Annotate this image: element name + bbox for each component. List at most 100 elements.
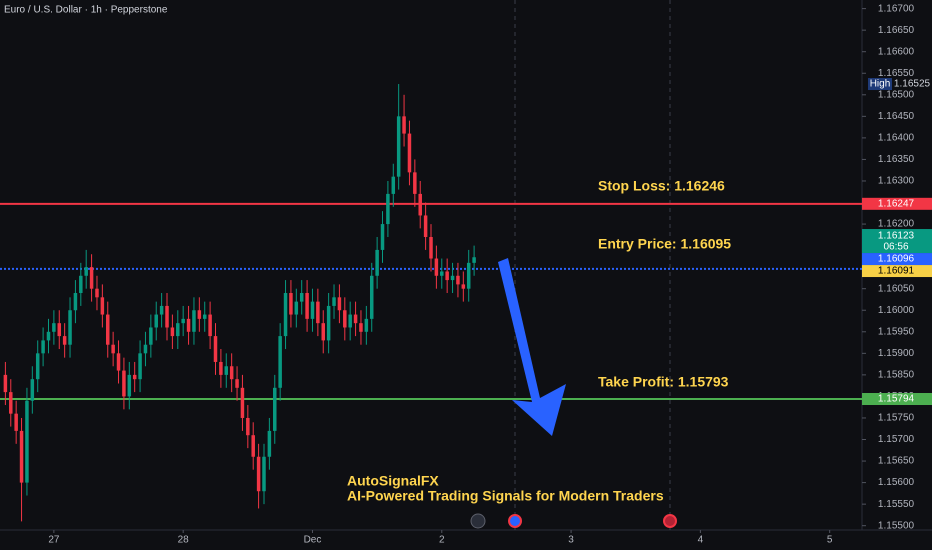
candle-body [423,215,428,237]
candle-body [46,331,51,341]
candle-body [229,366,234,380]
y-tick-label: 1.15750 [878,413,915,424]
y-tick-label: 1.16550 [878,68,915,79]
candle-body [143,344,148,354]
y-tick-label: 1.15950 [878,326,915,337]
candle-body [127,374,132,397]
candle-body [224,366,229,375]
candle-body [391,176,396,194]
level-annotation: Take Profit: 1.15793 [598,374,729,390]
candle-body [192,310,196,332]
icon[interactable] [663,514,677,528]
y-tick-label: 1.16200 [878,219,915,230]
high-tag-label: High [870,79,891,90]
direction-arrow [498,258,566,436]
candle-body [262,456,266,492]
price-tag-label: 1.16123 [878,231,915,242]
watermark: AI-Powered Trading Signals for Modern Tr… [347,488,664,504]
y-tick-label: 1.15550 [878,499,915,510]
x-tick-label: 4 [698,535,704,546]
candle-body [246,417,250,436]
y-tick-label: 1.15650 [878,456,915,467]
x-tick-label: 5 [827,535,833,546]
y-tick-label: 1.16000 [878,305,915,316]
candle-body [213,336,218,362]
icon[interactable] [470,513,486,529]
y-tick-label: 1.16450 [878,111,915,122]
x-tick-label: 3 [568,535,574,546]
x-tick-label: Dec [304,535,322,546]
candle-body [235,379,239,388]
chart-title: Euro / U.S. Dollar · 1h · Pepperstone [4,5,168,16]
candle-body [111,344,115,354]
candle-body [170,327,175,337]
candle-body [73,293,78,311]
candle-body [25,400,29,483]
candle-body [332,297,336,306]
candle-body [35,353,40,380]
candle-body [278,336,282,388]
candle-body [100,297,105,315]
x-tick-label: 28 [178,535,190,546]
candle-body [267,430,272,457]
candle-body [95,288,99,298]
candle-body [450,275,455,281]
icon[interactable] [508,514,522,528]
y-tick-label: 1.16350 [878,154,915,165]
event-icons[interactable] [470,513,677,529]
candle-body [326,305,331,341]
candle-body [159,305,164,315]
high-tag-value: 1.16525 [894,79,931,90]
level-annotation: Stop Loss: 1.16246 [598,178,725,194]
candle-body [52,323,56,332]
candle-body [359,323,363,332]
candle-body [273,387,277,431]
candle-body [289,293,293,315]
y-tick-label: 1.15900 [878,348,915,359]
candle-body [84,267,88,276]
candle-body [418,193,422,216]
y-tick-label: 1.16700 [878,3,915,14]
candle-body [30,379,35,401]
candle-body [105,314,110,345]
candle-body [154,314,158,328]
candle-body [132,374,137,380]
y-tick-label: 1.15500 [878,520,915,531]
candle-body [294,301,299,315]
candle-body [79,275,83,294]
candle-body [122,370,126,397]
y-tick-label: 1.15600 [878,477,915,488]
price-tag [862,229,932,254]
candle-body [176,323,180,337]
candle-body [402,116,406,134]
candle-body [14,413,18,431]
candle-body [348,314,352,328]
candle-body [186,318,191,332]
candle-body [19,430,24,483]
candle-body [369,275,374,319]
candle-body [343,310,347,328]
candle-body [116,353,121,371]
price-tag [862,265,932,278]
level-tag-label: 1.15794 [878,394,915,405]
candle-body [197,310,202,319]
y-tick-label: 1.16650 [878,25,915,36]
candle-body [240,387,245,418]
candle-body [138,353,142,380]
candle-body [3,374,8,393]
candle-body [219,361,223,375]
candle-body [466,262,471,289]
y-tick-label: 1.16300 [878,176,915,187]
candle-body [386,193,390,225]
candle-body [337,297,342,311]
candle-body [353,314,358,324]
level-annotation: Entry Price: 1.16095 [598,236,731,252]
level-tag [862,393,932,406]
candle-body [299,293,304,302]
candle-body [9,392,13,414]
y-tick-label: 1.16500 [878,89,915,100]
